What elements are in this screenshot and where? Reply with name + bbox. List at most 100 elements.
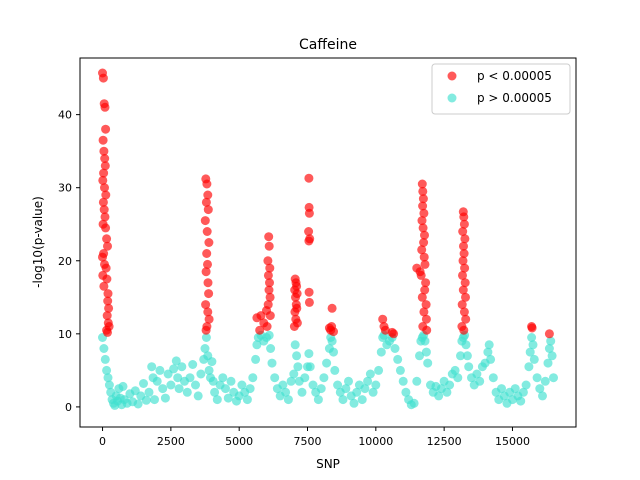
nonsignificant-point	[357, 395, 367, 405]
y-axis-label: -log10(p-value)	[31, 196, 45, 288]
nonsignificant-point	[267, 358, 277, 368]
nonsignificant-point	[376, 347, 386, 357]
nonsignificant-point	[177, 362, 187, 372]
legend: p < 0.00005 p > 0.00005	[431, 63, 571, 115]
nonsignificant-point	[423, 358, 433, 368]
nonsignificant-point	[483, 347, 493, 357]
significant-point	[204, 314, 214, 324]
significant-point	[378, 314, 388, 324]
nonsignificant-point	[341, 384, 351, 394]
legend-marker-nonsignificant	[447, 93, 457, 103]
significant-point	[459, 307, 469, 317]
legend-label-nonsignificant: p > 0.00005	[477, 91, 552, 105]
x-tick-label: 12500	[427, 435, 462, 448]
significant-point	[458, 285, 468, 295]
nonsignificant-point	[297, 387, 307, 397]
significant-point	[201, 300, 211, 310]
nonsignificant-point	[390, 344, 400, 353]
nonsignificant-point	[212, 395, 222, 405]
nonsignificant-point	[442, 387, 452, 397]
significant-point	[98, 197, 108, 207]
plot-frame	[79, 57, 577, 428]
nonsignificant-point	[540, 376, 550, 386]
nonsignificant-point	[371, 380, 381, 390]
significant-point	[98, 135, 108, 145]
nonsignificant-point	[160, 393, 170, 403]
nonsignificant-point	[171, 356, 181, 366]
y-tick-label: 40	[58, 109, 72, 122]
nonsignificant-point	[368, 387, 378, 397]
nonsignificant-point	[289, 369, 299, 379]
significant-point	[460, 234, 470, 244]
nonsignificant-point	[464, 362, 474, 372]
significant-point	[203, 259, 212, 269]
significant-point	[203, 190, 213, 200]
nonsignificant-point	[329, 347, 338, 357]
nonsignificant-point	[528, 340, 538, 350]
nonsignificant-point	[208, 376, 218, 386]
significant-point	[420, 259, 430, 269]
nonsignificant-point	[527, 333, 537, 342]
points-layer	[98, 68, 558, 410]
significant-point	[304, 227, 314, 236]
significant-point	[416, 270, 426, 280]
nonsignificant-point	[450, 365, 460, 375]
nonsignificant-point	[226, 376, 236, 386]
nonsignificant-point	[193, 391, 203, 401]
significant-point	[101, 223, 111, 233]
significant-point	[421, 278, 431, 288]
significant-point	[422, 325, 432, 335]
nonsignificant-point	[286, 376, 296, 386]
nonsignificant-point	[543, 358, 553, 368]
nonsignificant-point	[472, 369, 482, 379]
significant-point	[103, 327, 112, 337]
nonsignificant-point	[118, 381, 128, 391]
nonsignificant-point	[200, 344, 210, 353]
nonsignificant-point	[252, 340, 262, 350]
significant-point	[101, 124, 111, 134]
significant-point	[100, 212, 110, 222]
nonsignificant-point	[547, 351, 557, 361]
nonsignificant-point	[412, 376, 422, 386]
nonsignificant-point	[251, 354, 261, 364]
nonsignificant-point	[191, 380, 200, 390]
nonsignificant-point	[525, 347, 535, 357]
nonsignificant-point	[363, 376, 373, 386]
significant-point	[263, 300, 273, 310]
nonsignificant-point	[395, 365, 405, 375]
significant-point	[262, 322, 272, 331]
nonsignificant-point	[360, 384, 370, 394]
nonsignificant-point	[139, 379, 148, 388]
significant-point	[200, 216, 210, 226]
nonsignificant-point	[210, 387, 220, 397]
significant-point	[99, 281, 109, 291]
significant-point	[204, 238, 214, 247]
significant-point	[103, 296, 113, 306]
significant-point	[418, 194, 428, 204]
nonsignificant-point	[278, 380, 288, 390]
significant-point	[265, 311, 275, 321]
significant-point	[418, 186, 428, 196]
significant-point	[458, 227, 468, 236]
nonsignificant-point	[488, 373, 498, 383]
legend-box	[431, 63, 571, 115]
nonsignificant-point	[100, 354, 110, 364]
significant-point	[98, 175, 108, 185]
nonsignificant-point	[415, 351, 424, 361]
nonsignificant-point	[475, 376, 485, 386]
nonsignificant-point	[155, 365, 165, 375]
nonsignificant-point	[401, 387, 411, 397]
nonsignificant-point	[344, 376, 353, 386]
significant-point	[102, 311, 112, 321]
significant-point	[101, 263, 111, 273]
nonsignificant-point	[453, 373, 463, 383]
significant-point	[420, 285, 430, 295]
nonsignificant-point	[305, 362, 315, 372]
nonsignificant-point	[218, 373, 228, 383]
significant-point	[99, 146, 109, 156]
nonsignificant-point	[319, 373, 329, 383]
significant-point	[419, 208, 429, 218]
nonsignificant-point	[497, 384, 506, 394]
nonsignificant-point	[166, 380, 176, 390]
nonsignificant-point	[104, 380, 114, 390]
